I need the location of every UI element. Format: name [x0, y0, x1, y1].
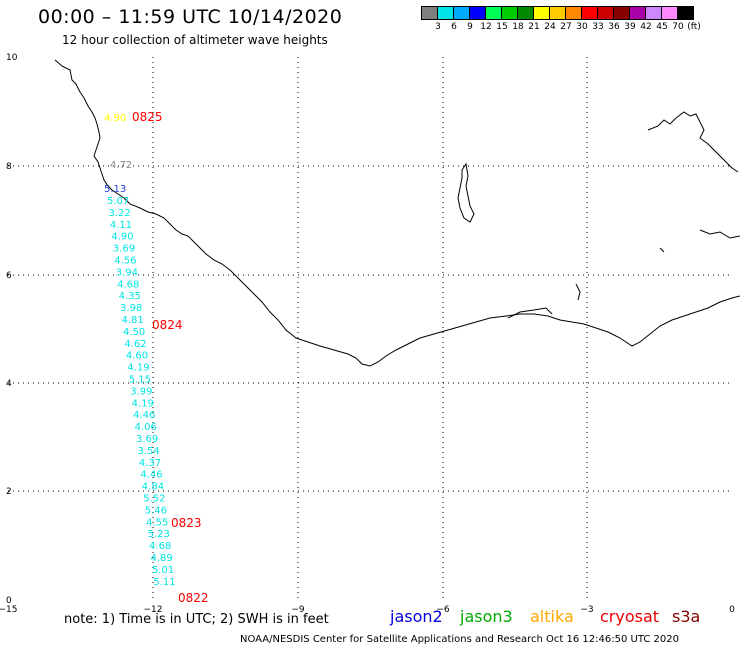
legend-jason3: jason3 — [460, 607, 513, 626]
colorbar-label: 24 — [544, 22, 556, 32]
pass-time-label: 0825 — [132, 110, 163, 124]
y-tick-label: 0 — [6, 596, 12, 606]
wave-height-value: 4.62 — [124, 339, 146, 350]
coastline-east-islands — [575, 229, 740, 301]
x-axis-ticks: −15 −12 −9 −6 −3 0 — [0, 605, 735, 615]
map-subtitle: 12 hour collection of altimeter wave hei… — [62, 33, 328, 47]
colorbar-label: 3 — [435, 22, 441, 32]
wave-height-value: 4.19 — [127, 363, 149, 374]
colorbar-swatch — [677, 6, 694, 20]
colorbar-label: 30 — [576, 22, 588, 32]
legend-s3a: s3a — [672, 607, 701, 626]
colorbar-label: 36 — [608, 22, 620, 32]
colorbar-label: 12 — [480, 22, 492, 32]
wave-height-value: 4.11 — [110, 220, 132, 231]
wave-height-value: 4.06 — [135, 422, 157, 433]
legend-altika: altika — [530, 607, 574, 626]
wave-height-value: 5.07 — [107, 196, 129, 207]
grid-lines — [8, 57, 732, 600]
wave-height-value: 4.55 — [146, 517, 168, 528]
wave-height-value: 3.22 — [108, 208, 130, 219]
x-tick-label: −9 — [291, 605, 305, 615]
wave-height-value: 4.72 — [110, 160, 132, 171]
wave-height-value: 5.11 — [153, 577, 175, 588]
colorbar-label: 21 — [528, 22, 540, 32]
wave-height-value: 4.68 — [149, 541, 171, 552]
wave-height-value: 4.68 — [117, 279, 139, 290]
wave-height-value: 4.37 — [139, 458, 161, 469]
wave-height-value: 4.46 — [133, 410, 155, 421]
wave-height-value: 5.15 — [129, 375, 151, 386]
wave-height-value: 4.84 — [142, 482, 164, 493]
colorbar-label: 27 — [560, 22, 572, 32]
wave-height-value: 5.52 — [143, 494, 165, 505]
legend-jason2: jason2 — [390, 607, 443, 626]
wave-height-value: 4.90 — [104, 113, 126, 124]
wave-height-value: 4.35 — [119, 291, 141, 302]
coastline — [54, 59, 740, 367]
y-axis-ticks: 0 2 4 6 8 10 — [6, 53, 18, 606]
wave-height-value: 3.99 — [130, 386, 152, 397]
pass-time-label: 0824 — [152, 318, 183, 332]
wave-height-value: 4.50 — [123, 327, 145, 338]
colorbar — [421, 6, 694, 20]
x-tick-label: 0 — [729, 605, 735, 615]
colorbar-label: (ft) — [687, 22, 701, 32]
wave-height-value: 4.89 — [151, 553, 173, 564]
colorbar-label: 39 — [624, 22, 636, 32]
x-tick-label: −6 — [436, 605, 450, 615]
x-tick-label: −3 — [580, 605, 593, 615]
coastline-main — [54, 59, 740, 367]
coastline-island-middle — [457, 162, 475, 223]
colorbar-label: 6 — [451, 22, 457, 32]
wave-height-value: 5.01 — [152, 565, 174, 576]
wave-height-track: 4.904.725.135.073.224.114.903.694.563.94… — [104, 113, 176, 588]
wave-height-value: 3.94 — [116, 267, 138, 278]
pass-time-labels: 0825 0824 0823 0822 — [132, 110, 209, 605]
wave-height-value: 4.56 — [114, 256, 136, 267]
wave-height-value: 4.19 — [132, 398, 154, 409]
wave-height-value: 4.81 — [122, 315, 144, 326]
pass-time-label: 0822 — [178, 591, 209, 605]
wave-height-value: 4.60 — [126, 351, 148, 362]
y-tick-label: 2 — [6, 487, 12, 497]
colorbar-label: 45 — [656, 22, 668, 32]
map-title: 00:00 – 11:59 UTC 10/14/2020 — [38, 6, 343, 28]
colorbar-labels: 3 6 9 12 15 18 21 24 27 30 33 36 39 42 45 70 (ft) — [422, 22, 740, 34]
coastline-lake-east — [647, 111, 739, 173]
wave-height-value: 5.46 — [145, 505, 167, 516]
wave-height-value: 3.69 — [113, 244, 135, 255]
y-tick-label: 4 — [6, 379, 12, 389]
legend-cryosat: cryosat — [600, 607, 660, 626]
wave-height-value: 3.98 — [120, 303, 142, 314]
wave-height-value: 5.13 — [104, 184, 126, 195]
colorbar-label: 70 — [672, 22, 684, 32]
wave-height-value: 4.90 — [111, 232, 133, 243]
wave-height-value: 3.54 — [137, 446, 159, 457]
colorbar-label: 18 — [512, 22, 524, 32]
wave-height-value: 5.23 — [148, 529, 170, 540]
y-tick-label: 10 — [6, 53, 18, 63]
y-tick-label: 6 — [6, 271, 12, 281]
colorbar-label: 9 — [467, 22, 473, 32]
colorbar-label: 42 — [640, 22, 652, 32]
footer-note: note: 1) Time is in UTC; 2) SWH is in fe… — [64, 612, 329, 627]
pass-time-label: 0823 — [171, 516, 202, 530]
wave-height-value: 3.69 — [136, 434, 158, 445]
wave-height-value: 4.46 — [140, 470, 162, 481]
x-tick-label: −12 — [144, 605, 163, 615]
colorbar-label: 33 — [592, 22, 604, 32]
credit-line: NOAA/NESDIS Center for Satellite Applica… — [240, 634, 679, 645]
coastline-small-inlet — [507, 307, 553, 319]
y-tick-label: 8 — [6, 162, 12, 172]
x-tick-label: −15 — [0, 605, 18, 615]
colorbar-label: 15 — [496, 22, 508, 32]
